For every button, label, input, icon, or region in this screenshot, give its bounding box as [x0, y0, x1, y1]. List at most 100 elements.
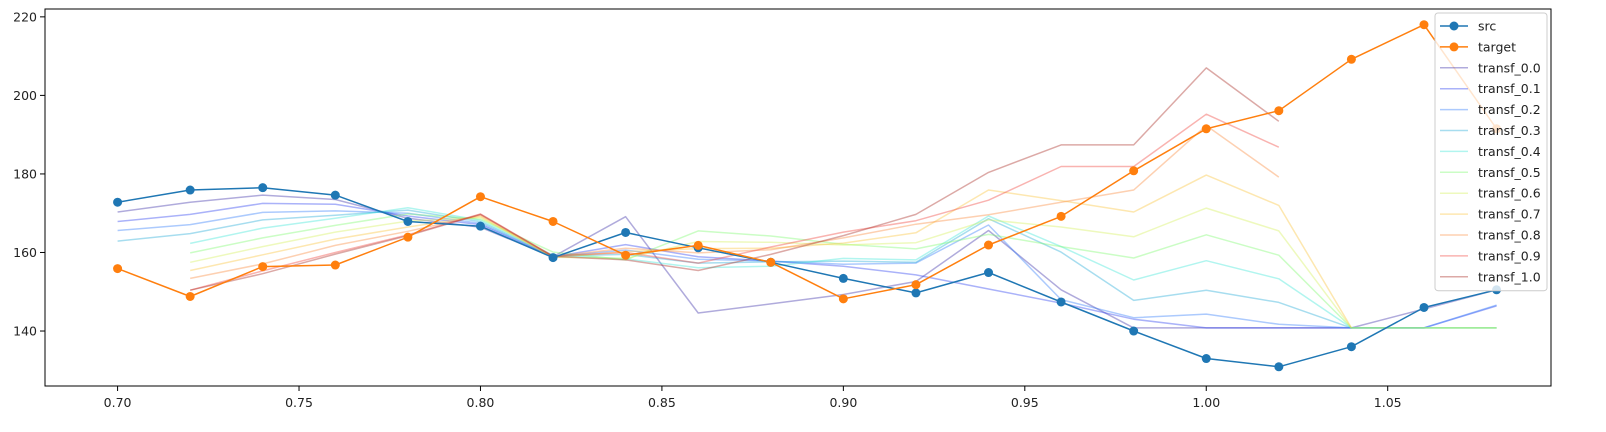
- data-point-target: [911, 280, 921, 290]
- data-point-target: [185, 291, 195, 301]
- series-transf-0-0: [117, 194, 1497, 329]
- series-transf-0-3: [117, 209, 1497, 329]
- legend-item: transf_0.4: [1440, 144, 1541, 159]
- legend-item: transf_0.8: [1440, 228, 1541, 243]
- series-line-transf-1-0: [190, 67, 1280, 291]
- data-point-src: [1346, 342, 1356, 352]
- x-tick-label: 0.85: [648, 395, 676, 410]
- data-point-target: [838, 294, 848, 304]
- legend-item: transf_0.1: [1440, 81, 1541, 96]
- legend-label: transf_0.7: [1478, 207, 1541, 222]
- data-point-target: [475, 192, 485, 202]
- legend-item: transf_0.7: [1440, 207, 1541, 222]
- data-point-src: [838, 273, 848, 283]
- series-transf-0-5: [190, 213, 1497, 329]
- data-point-target: [113, 264, 123, 274]
- legend-item: src: [1440, 19, 1496, 34]
- legend-item: transf_0.0: [1440, 60, 1541, 75]
- legend-label: transf_0.0: [1478, 60, 1541, 75]
- series-line-src: [117, 186, 1497, 368]
- legend-item: transf_0.3: [1440, 123, 1541, 138]
- data-point-target: [621, 250, 631, 260]
- data-point-target: [403, 232, 413, 242]
- series-line-target: [117, 23, 1498, 300]
- data-point-target: [1201, 124, 1211, 134]
- series-line-transf-0-8: [190, 124, 1280, 280]
- series-line-transf-0-3: [117, 209, 1497, 329]
- series-line-transf-0-7: [190, 174, 1353, 329]
- data-point-target: [693, 240, 703, 250]
- data-point-src: [621, 227, 631, 237]
- y-tick-label: 220: [13, 9, 37, 24]
- legend-item: transf_0.2: [1440, 102, 1541, 117]
- data-point-src: [258, 183, 268, 193]
- legend-item: transf_0.5: [1440, 165, 1541, 180]
- legend-label: transf_0.6: [1478, 186, 1541, 201]
- x-axis: 0.70 0.75 0.80 0.85 0.90 0.95 1.00 1.05: [104, 386, 1402, 410]
- x-tick-label: 1.05: [1374, 395, 1402, 410]
- x-tick-label: 0.70: [104, 395, 132, 410]
- series-line-transf-0-4: [190, 206, 1497, 329]
- legend-label: transf_0.4: [1478, 144, 1541, 159]
- legend-label: target: [1478, 39, 1516, 54]
- plot-frame: [44, 8, 1552, 387]
- x-tick-label: 0.80: [467, 395, 495, 410]
- series-line-transf-0-2: [117, 210, 1497, 329]
- legend-item: target: [1440, 39, 1516, 54]
- series-transf-0-7: [190, 174, 1353, 329]
- series-transf-0-8: [190, 124, 1280, 280]
- data-point-target: [766, 257, 776, 267]
- y-tick-label: 160: [13, 245, 37, 260]
- data-point-target: [1274, 106, 1284, 116]
- series-line-transf-0-5: [190, 213, 1497, 329]
- data-point-target: [258, 262, 268, 272]
- data-point-src: [1056, 297, 1066, 307]
- y-tick-label: 200: [13, 88, 37, 103]
- series-src: [113, 183, 1502, 372]
- series-transf-0-4: [190, 206, 1497, 329]
- series-transf-0-2: [117, 210, 1497, 329]
- series-line-transf-0-1: [117, 202, 1497, 329]
- data-point-target: [548, 216, 558, 226]
- legend-label: transf_0.5: [1478, 165, 1541, 180]
- data-point-src: [1419, 302, 1429, 312]
- legend-label: transf_1.0: [1478, 269, 1541, 284]
- data-point-src: [475, 221, 485, 231]
- data-point-target: [984, 240, 994, 250]
- data-point-src: [911, 288, 921, 298]
- data-point-target: [1346, 54, 1356, 64]
- data-point-src: [113, 197, 123, 207]
- series-line-transf-0-0: [117, 194, 1497, 329]
- x-tick-label: 1.00: [1192, 395, 1220, 410]
- data-point-target: [1056, 211, 1066, 221]
- data-point-target: [1129, 166, 1139, 176]
- x-tick-label: 0.95: [1011, 395, 1039, 410]
- legend-box: [1434, 12, 1548, 292]
- legend-label: transf_0.1: [1478, 81, 1541, 96]
- data-point-target: [330, 260, 340, 270]
- data-point-src: [984, 268, 994, 278]
- x-tick-label: 0.75: [285, 395, 313, 410]
- legend-item: transf_0.6: [1440, 186, 1541, 201]
- series-target: [113, 20, 1502, 304]
- data-point-src: [548, 253, 558, 263]
- legend-label: transf_0.2: [1478, 102, 1541, 117]
- series-transf-1-0: [190, 67, 1280, 291]
- legend-label: transf_0.3: [1478, 123, 1541, 138]
- data-point-src: [403, 216, 413, 226]
- legend-label: transf_0.9: [1478, 248, 1541, 263]
- data-point-src: [1201, 354, 1211, 364]
- legend-marker: [1449, 42, 1459, 52]
- y-tick-label: 140: [13, 324, 37, 339]
- series-transf-0-1: [117, 202, 1497, 329]
- series-layer: [113, 20, 1502, 372]
- data-point-src: [330, 190, 340, 200]
- legend-label: transf_0.8: [1478, 228, 1541, 243]
- data-point-src: [185, 185, 195, 195]
- legend-label: src: [1478, 19, 1496, 34]
- data-point-src: [1274, 362, 1284, 372]
- legend: src target transf_0.0 transf_0.1 transf_0.2t…: [1434, 12, 1548, 292]
